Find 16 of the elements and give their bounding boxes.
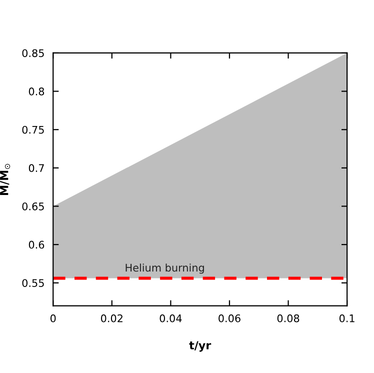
y-tick-label: 0.75 — [22, 126, 44, 134]
x-tick-label: 0.08 — [277, 314, 300, 322]
x-tick-label: 0.06 — [218, 314, 240, 322]
x-tick-label: 0.02 — [100, 314, 122, 322]
y-tick-label: 0.8 — [28, 88, 44, 96]
x-tick-label: 0 — [50, 314, 56, 322]
x-axis-title: t/yr — [189, 341, 212, 352]
y-tick-label: 0.85 — [22, 49, 44, 58]
y-axis-title: M/M$_{⊙}$ — [0, 164, 10, 195]
x-tick-label: 0.04 — [160, 314, 182, 322]
y-tick-label: 0.55 — [22, 279, 44, 287]
y-tick-label: 0.6 — [28, 240, 44, 249]
y-tick-label: 0.65 — [22, 202, 44, 210]
ref-line-label: Helium burning — [126, 264, 204, 274]
y-tick-label: 0.7 — [28, 164, 44, 172]
x-tick-label: 0.1 — [339, 314, 354, 322]
